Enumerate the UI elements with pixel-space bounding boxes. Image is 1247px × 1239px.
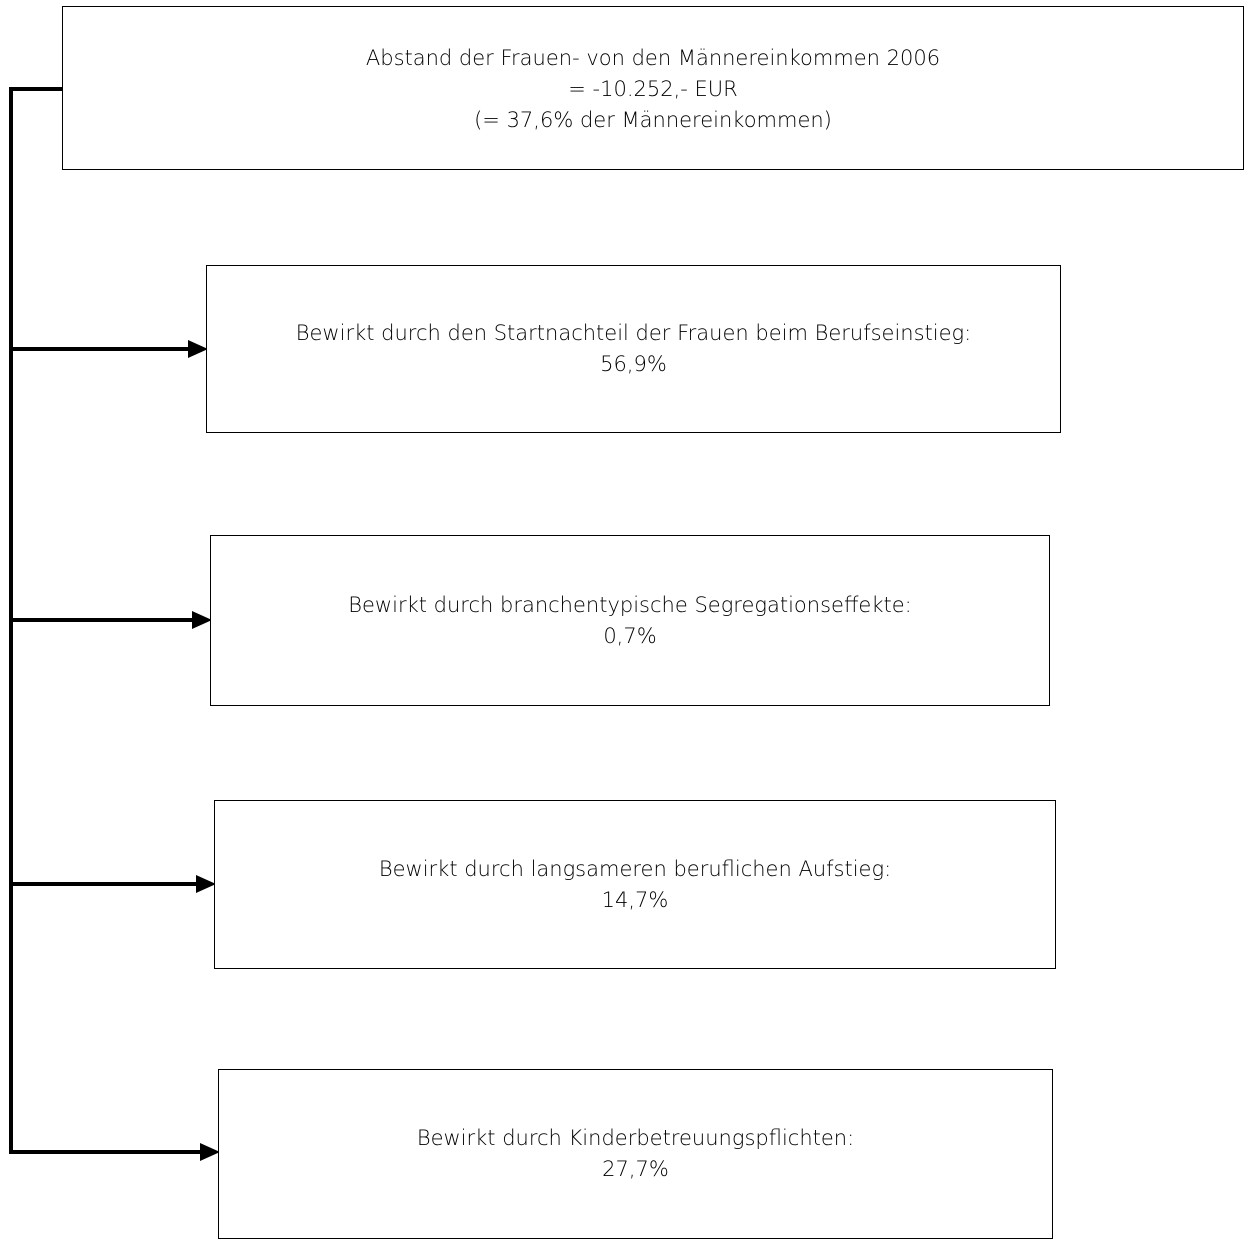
factor-label: Bewirkt durch Kinderbetreuungspflichten: [416,1126,855,1150]
factor-value: 56,9% [600,352,667,376]
factor-box-childcare: Bewirkt durch Kinderbetreuungspflichten:… [218,1069,1053,1239]
factor-box-start-disadvantage: Bewirkt durch den Startnachteil der Frau… [206,265,1061,433]
total-gap-amount: = -10.252,- EUR [568,77,738,101]
arrowhead-3 [196,875,216,893]
arrowhead-4 [200,1143,220,1161]
factor-box-slower-advancement: Bewirkt durch langsameren beruflichen Au… [214,800,1056,969]
factor-label: Bewirkt durch langsameren beruflichen Au… [378,856,892,881]
total-gap-box: Abstand der Frauen- von den Männereinkom… [62,6,1244,170]
total-gap-percent: (= 37,6% der Männereinkommen) [474,108,832,132]
total-gap-title: Abstand der Frauen- von den Männereinkom… [365,46,941,70]
factor-value: 14,7% [601,887,669,912]
factor-label: Bewirkt durch branchentypische Segregati… [348,592,912,617]
arrowhead-1 [188,340,208,358]
factor-box-segregation: Bewirkt durch branchentypische Segregati… [210,535,1050,706]
factor-value: 27,7% [602,1157,669,1181]
factor-value: 0,7% [603,623,657,648]
arrowhead-2 [192,611,212,629]
factor-label: Bewirkt durch den Startnachteil der Frau… [295,321,972,345]
